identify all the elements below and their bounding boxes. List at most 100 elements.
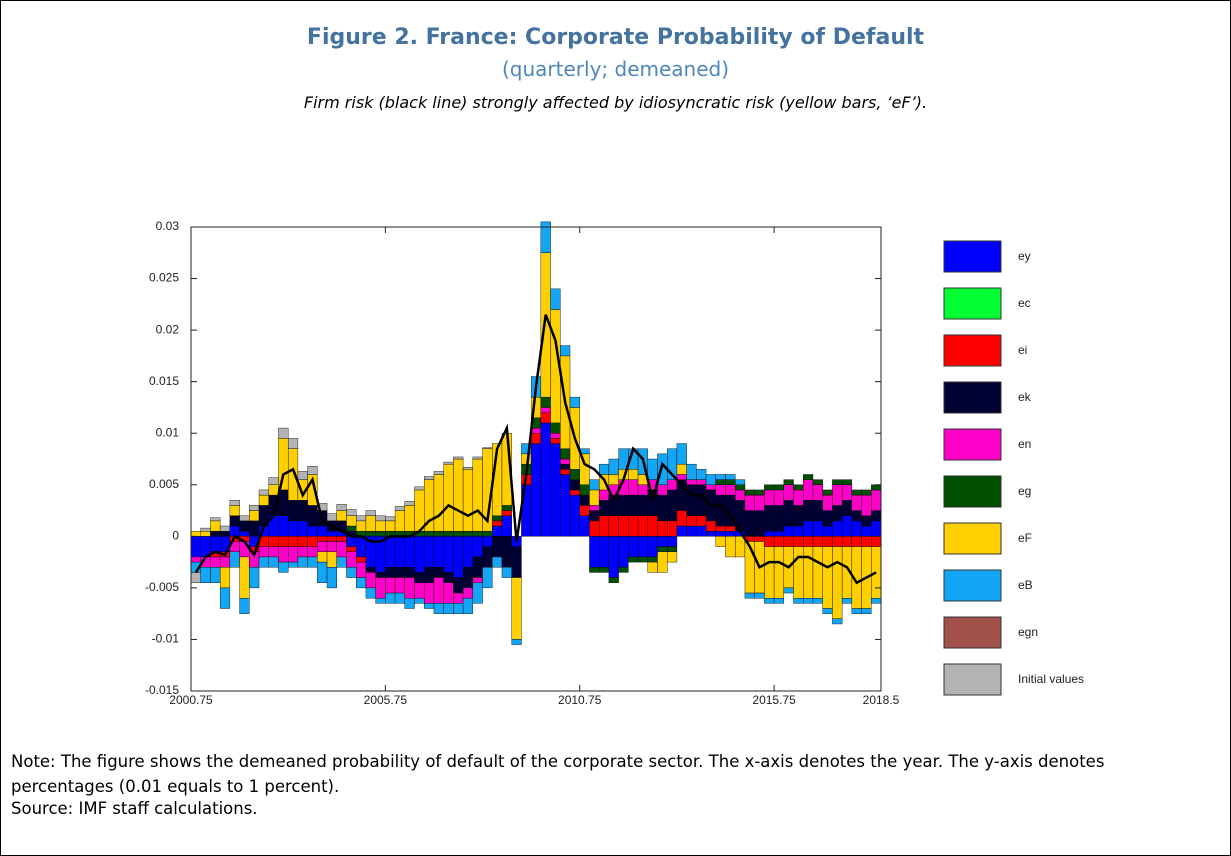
y-tick-label: -0.005 xyxy=(145,580,179,594)
bar-segment xyxy=(560,448,571,460)
bar-segment xyxy=(365,572,376,589)
bar-segment xyxy=(229,505,240,516)
bar-segment xyxy=(861,608,872,614)
bar-segment xyxy=(404,598,415,609)
bar-segment xyxy=(530,443,542,537)
bar-segment xyxy=(346,515,357,527)
bar-segment xyxy=(608,577,619,583)
bar-segment xyxy=(608,515,619,537)
bar-segment xyxy=(287,546,299,563)
bar-segment xyxy=(317,561,328,583)
x-tick-label: 2000.75 xyxy=(169,693,213,707)
bar-segment xyxy=(793,536,804,547)
bar-segment xyxy=(375,515,386,522)
bar-segment xyxy=(239,598,250,614)
bar-segment xyxy=(501,505,512,511)
bar-segment xyxy=(190,530,201,537)
bar-segment xyxy=(696,515,707,527)
bar-segment xyxy=(628,515,639,537)
bar-segment xyxy=(803,520,814,537)
bar-segment xyxy=(657,484,668,496)
bar-segment xyxy=(501,515,512,537)
bar-segment xyxy=(287,448,299,501)
bar-segment xyxy=(851,608,862,614)
legend-swatch xyxy=(943,381,1002,414)
bar-segment xyxy=(424,603,435,609)
bar-segment xyxy=(861,525,872,537)
y-tick-label: 0.01 xyxy=(156,425,180,439)
y-tick-label: 0.03 xyxy=(156,219,180,233)
bar-segment xyxy=(297,536,308,547)
bar-segment xyxy=(754,489,765,496)
bar-segment xyxy=(871,510,882,522)
bar-segment xyxy=(725,484,736,496)
bar-segment xyxy=(356,520,367,532)
bar-segment xyxy=(637,556,648,563)
bar-segment xyxy=(443,463,454,532)
bar-segment xyxy=(793,489,804,506)
bar-segment xyxy=(278,515,289,537)
bar-segment xyxy=(443,603,454,614)
bar-segment xyxy=(618,494,629,516)
bar-segment xyxy=(356,556,367,563)
bar-segment xyxy=(346,546,357,553)
bar-segment xyxy=(501,536,512,568)
bar-segment xyxy=(336,504,347,511)
bar-segment xyxy=(783,525,794,537)
bar-segment xyxy=(346,551,357,568)
bar-segment xyxy=(754,592,765,599)
bar-segment xyxy=(326,551,337,568)
bar-segment xyxy=(210,530,221,537)
bar-segment xyxy=(657,520,668,537)
bar-segment xyxy=(268,484,279,496)
bar-segment xyxy=(812,520,823,537)
bar-segment xyxy=(482,447,493,449)
bar-segment xyxy=(861,494,872,516)
bar-segment xyxy=(598,500,610,516)
firm-risk-line xyxy=(194,314,877,585)
bar-segment xyxy=(375,530,386,537)
bar-segment xyxy=(385,536,396,568)
bar-segment xyxy=(249,510,260,522)
bar-segment xyxy=(773,484,785,491)
bar-segment xyxy=(210,536,221,552)
bar-segment xyxy=(647,536,658,558)
bar-segment xyxy=(793,525,804,537)
bar-segment xyxy=(773,546,785,599)
bar-segment xyxy=(754,510,765,537)
bar-segment xyxy=(812,484,823,501)
bar-segment xyxy=(744,592,755,599)
bar-segment xyxy=(715,474,726,480)
bar-segment xyxy=(453,577,464,594)
y-tick-label: -0.015 xyxy=(145,683,179,697)
bar-segment xyxy=(628,479,639,496)
bar-segment xyxy=(725,530,736,537)
bar-segment xyxy=(346,525,357,532)
figure-caption: Firm risk (black line) strongly affected… xyxy=(303,93,928,112)
bar-segment xyxy=(501,510,512,516)
bar-segment xyxy=(803,474,814,480)
bar-segment xyxy=(773,598,785,604)
bar-segment xyxy=(385,567,396,578)
bar-segment xyxy=(812,546,823,599)
bar-segment xyxy=(647,515,658,537)
bar-segment xyxy=(375,572,386,578)
bar-segment xyxy=(297,520,308,537)
bar-segment xyxy=(414,572,425,583)
bar-segment xyxy=(715,530,726,537)
bar-segment xyxy=(511,546,522,578)
bar-segment xyxy=(210,517,221,522)
bar-segment xyxy=(705,520,716,532)
bar-segment xyxy=(472,536,483,558)
bar-segment xyxy=(657,551,668,573)
bar-segment xyxy=(336,510,347,522)
legend-label: Initial values xyxy=(1018,672,1084,686)
bar-segment xyxy=(443,572,454,583)
bar-segment xyxy=(569,479,580,491)
bar-segment xyxy=(773,530,785,537)
bar-segment xyxy=(589,505,600,511)
bar-segment xyxy=(783,587,794,594)
bar-segment xyxy=(414,489,425,532)
bar-segment xyxy=(715,484,726,496)
bar-segment xyxy=(676,525,687,537)
